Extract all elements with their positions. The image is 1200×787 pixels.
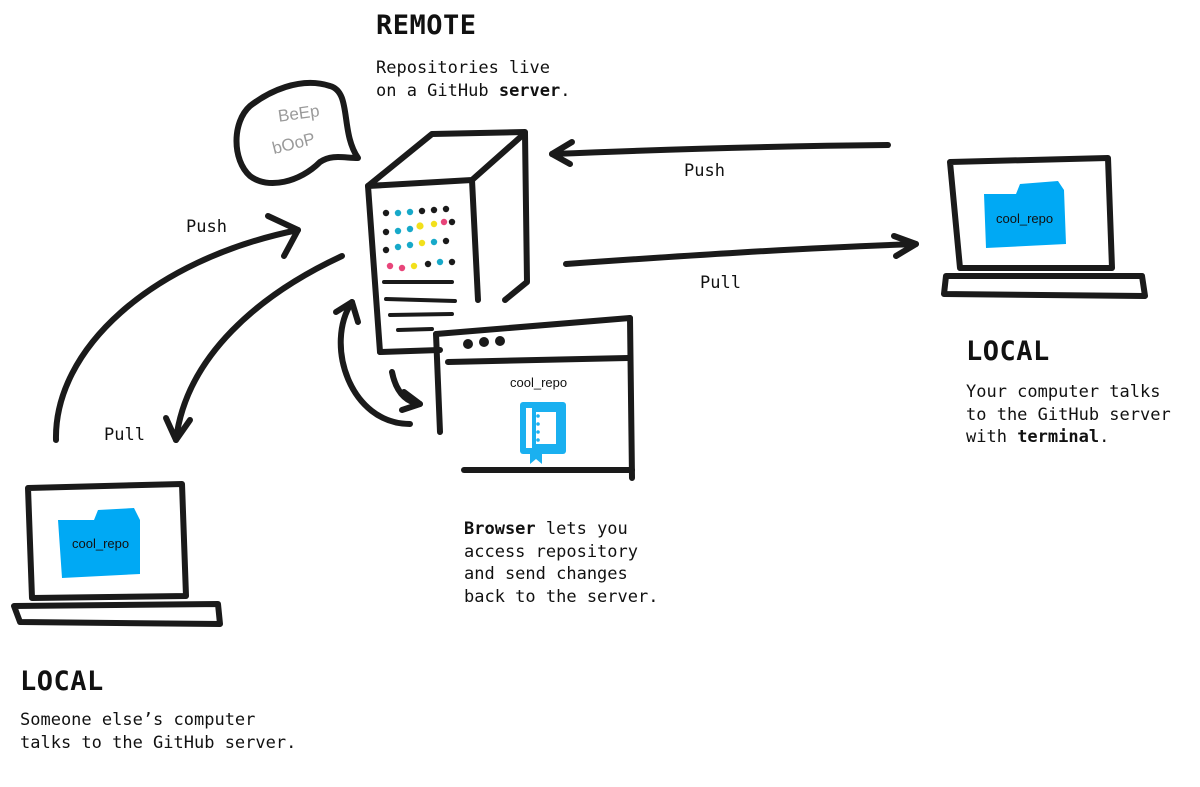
- browser-desc-line2: access repository: [464, 541, 638, 562]
- laptop-right: [941, 155, 1148, 299]
- browser-repo-label: cool_repo: [510, 375, 568, 390]
- remote-desc-line2-post: .: [560, 80, 571, 101]
- arrow-server-browser: [333, 299, 423, 427]
- local-right-description: Your computer talks to the GitHub server…: [966, 381, 1171, 449]
- local-left-description: Someone else’s computer talks to the Git…: [20, 709, 296, 754]
- browser-desc-line3: and send changes: [464, 564, 628, 584]
- remote-desc-line2-pre: on a GitHub: [376, 80, 499, 101]
- server-leds: [382, 205, 456, 272]
- arrow-right-push: [549, 139, 891, 167]
- browser-desc-line4: back to the server.: [464, 586, 659, 607]
- browser-window-dots: [463, 336, 505, 349]
- local-right-desc-line3-pre: with: [966, 427, 1018, 447]
- speech-bubble: [233, 79, 361, 186]
- local-right-desc-terminal: terminal: [1017, 427, 1100, 447]
- arrow-left-push: [52, 213, 301, 443]
- server-tower: [365, 129, 530, 355]
- arrow-left-pull: [163, 253, 345, 443]
- browser-description: Browser lets you access repository and s…: [464, 518, 658, 608]
- remote-desc-server: server: [498, 80, 561, 101]
- local-right-heading: LOCAL: [966, 336, 1050, 367]
- repo-book-icon: [520, 402, 566, 464]
- left-laptop-repo-label: cool_repo: [72, 536, 130, 551]
- browser-desc-line1: Browser lets you: [464, 518, 658, 541]
- right-push-label: Push: [684, 161, 725, 181]
- laptop-left: [11, 481, 223, 627]
- local-left-heading: LOCAL: [20, 666, 104, 697]
- folder-icon-left: [58, 508, 140, 578]
- left-pull-label: Pull: [104, 425, 145, 445]
- browser-window: [433, 315, 635, 481]
- local-left-desc-line1: Someone else’s computer: [20, 710, 256, 730]
- remote-heading: REMOTE: [376, 10, 477, 41]
- folder-icon-right: [984, 181, 1066, 248]
- local-right-desc-line1: Your computer talks: [966, 382, 1161, 402]
- right-pull-label: Pull: [700, 273, 741, 293]
- browser-desc-bold: Browser: [464, 519, 536, 539]
- local-right-desc-line2: to the GitHub server: [966, 404, 1171, 425]
- local-left-desc-line2: talks to the GitHub server.: [20, 732, 297, 753]
- arrow-right-pull: [563, 233, 919, 267]
- remote-desc-line2: on a GitHub server.: [376, 80, 571, 103]
- browser-desc-line1-post: lets you: [535, 519, 628, 539]
- local-right-desc-line3-post: .: [1099, 427, 1110, 447]
- right-laptop-repo-label: cool_repo: [996, 211, 1054, 226]
- remote-desc-line1: Repositories live: [376, 58, 550, 78]
- left-push-label: Push: [186, 217, 227, 237]
- local-right-desc-line3: with terminal.: [966, 426, 1171, 449]
- remote-description: Repositories live on a GitHub server.: [376, 57, 571, 102]
